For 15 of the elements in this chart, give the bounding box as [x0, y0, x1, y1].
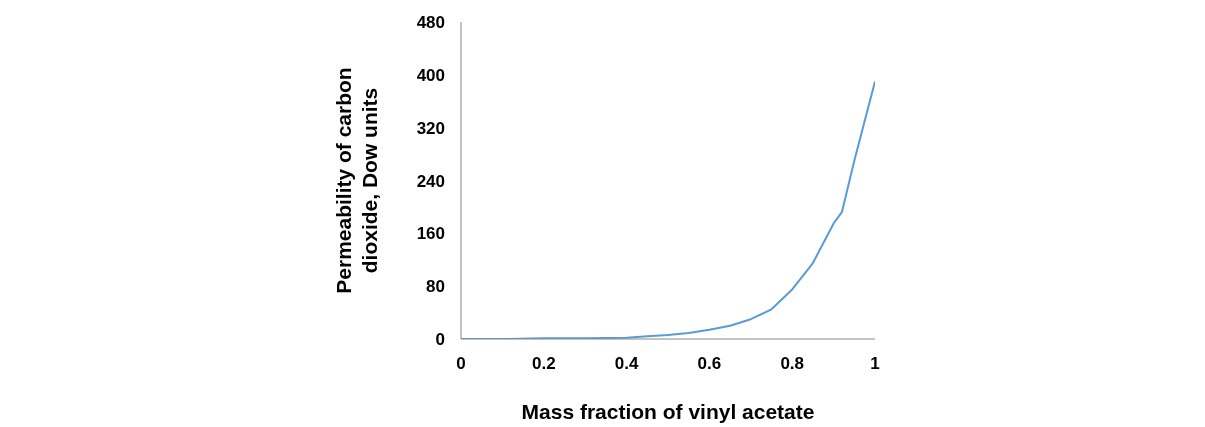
y-tick-label: 160 — [416, 224, 445, 244]
y-tick-label: 480 — [416, 13, 445, 33]
y-tick-label: 320 — [416, 118, 445, 138]
y-tick-label: 80 — [426, 277, 445, 297]
x-tick-label: 0.4 — [614, 354, 639, 374]
x-tick-label: 0.2 — [531, 354, 556, 374]
y-axis-title: Permeability of carbon dioxide, Dow units — [332, 67, 381, 294]
x-tick-label: 1 — [870, 354, 880, 374]
y-tick-label: 0 — [435, 330, 445, 350]
y-tick-label: 240 — [416, 171, 445, 191]
x-tick-label: 0.8 — [780, 354, 805, 374]
x-tick-label: 0 — [456, 354, 466, 374]
x-tick-label: 0.6 — [697, 354, 722, 374]
x-axis-title: Mass fraction of vinyl acetate — [521, 400, 815, 423]
y-tick-label: 400 — [416, 65, 445, 85]
